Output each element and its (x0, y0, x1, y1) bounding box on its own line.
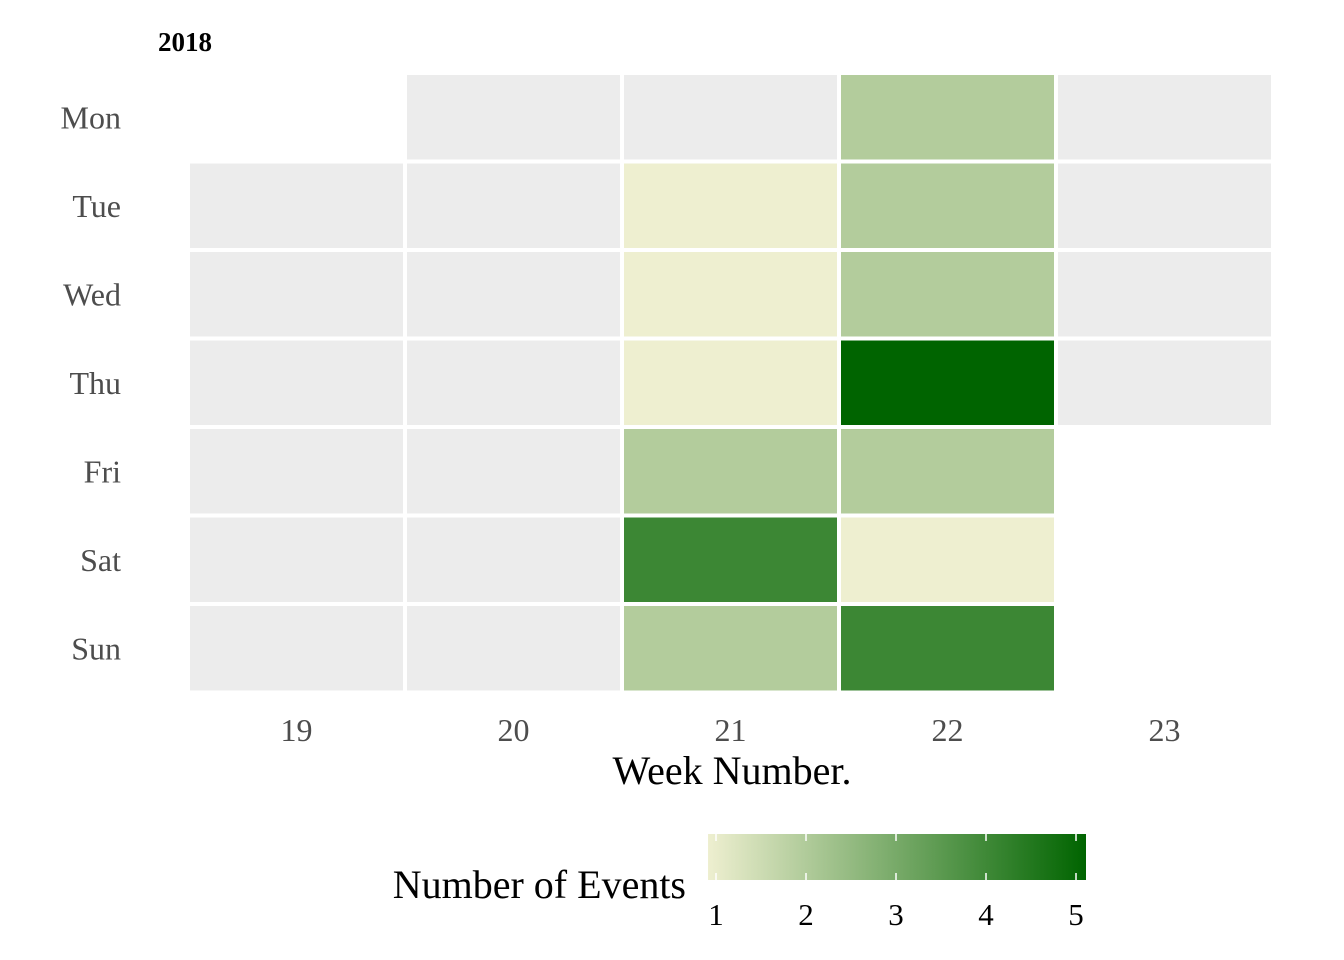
legend-tick-label-5: 5 (1068, 897, 1084, 932)
heatmap-cell-week-19-sun (190, 606, 403, 691)
heatmap-cell-week-20-fri (407, 429, 620, 514)
x-axis-tick-labels: 19 20 21 22 23 (281, 712, 1181, 748)
y-tick-label-mon: Mon (61, 99, 121, 135)
y-tick-label-sat: Sat (80, 542, 121, 578)
legend-tick-label-2: 2 (798, 897, 814, 932)
legend-title: Number of Events (393, 862, 686, 907)
heatmap-cell-week-21-tue (624, 163, 837, 248)
x-tick-label-21: 21 (715, 712, 747, 748)
heatmap-cell-week-21-thu (624, 340, 837, 425)
heatmap-cell-week-22-fri (841, 429, 1054, 514)
heatmap-cell-week-20-mon (407, 75, 620, 160)
legend-tick-label-4: 4 (978, 897, 994, 932)
heatmap-cell-week-19-sat (190, 517, 403, 602)
y-tick-label-thu: Thu (69, 365, 121, 401)
heatmap-cell-week-22-thu (841, 340, 1054, 425)
y-tick-label-tue: Tue (72, 188, 121, 224)
heatmap-cell-week-21-fri (624, 429, 837, 514)
heatmap-cell-week-23-tue (1058, 163, 1271, 248)
y-tick-label-fri: Fri (84, 453, 121, 489)
heatmap-cell-week-23-mon (1058, 75, 1271, 160)
heatmap-cell-week-20-thu (407, 340, 620, 425)
heatmap-cell-week-22-sat (841, 517, 1054, 602)
legend: Number of Events 1 2 3 4 5 (393, 834, 1086, 932)
y-tick-label-wed: Wed (63, 276, 121, 312)
y-tick-label-sun: Sun (71, 630, 121, 666)
heatmap-cell-week-19-thu (190, 340, 403, 425)
legend-tick-label-1: 1 (708, 897, 724, 932)
heatmap-cell-week-23-wed (1058, 252, 1271, 337)
chart-title: 2018 (158, 27, 212, 57)
x-tick-label-23: 23 (1149, 712, 1181, 748)
heatmap-cell-week-20-sat (407, 517, 620, 602)
heatmap-cell-week-20-wed (407, 252, 620, 337)
heatmap-cell-week-21-wed (624, 252, 837, 337)
heatmap-cell-week-21-sun (624, 606, 837, 691)
heatmap-cell-week-20-sun (407, 606, 620, 691)
heatmap-cell-week-19-tue (190, 163, 403, 248)
heatmap-cell-week-19-fri (190, 429, 403, 514)
heatmap-cell-week-19-wed (190, 252, 403, 337)
heatmap-cell-week-20-tue (407, 163, 620, 248)
heatmap-cell-week-22-sun (841, 606, 1054, 691)
x-tick-label-19: 19 (281, 712, 313, 748)
heatmap-cells (190, 75, 1271, 691)
legend-color-bar (708, 834, 1086, 880)
legend-ticks: 1 2 3 4 5 (708, 834, 1084, 932)
legend-tick-label-3: 3 (888, 897, 904, 932)
heatmap-cell-week-21-mon (624, 75, 837, 160)
x-axis-label: Week Number. (613, 748, 852, 793)
heatmap-cell-week-22-mon (841, 75, 1054, 160)
x-tick-label-20: 20 (498, 712, 530, 748)
heatmap-cell-week-21-sat (624, 517, 837, 602)
y-axis-tick-labels: Mon Tue Wed Thu Fri Sat Sun (61, 99, 122, 666)
x-tick-label-22: 22 (932, 712, 964, 748)
heatmap-cell-week-22-wed (841, 252, 1054, 337)
heatmap-cell-week-22-tue (841, 163, 1054, 248)
heatmap-cell-week-23-thu (1058, 340, 1271, 425)
